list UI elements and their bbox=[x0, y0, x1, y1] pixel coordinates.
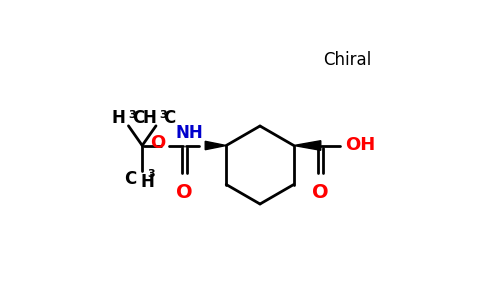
Polygon shape bbox=[294, 141, 321, 150]
Text: C: C bbox=[163, 109, 175, 127]
Text: NH: NH bbox=[176, 124, 204, 142]
Text: Chiral: Chiral bbox=[323, 51, 371, 69]
Text: OH: OH bbox=[345, 136, 375, 154]
Text: O: O bbox=[313, 183, 329, 202]
Text: 3: 3 bbox=[128, 110, 136, 120]
Text: O: O bbox=[176, 183, 193, 202]
Text: H: H bbox=[142, 109, 156, 127]
Text: C: C bbox=[124, 170, 137, 188]
Text: H: H bbox=[140, 173, 154, 191]
Text: H: H bbox=[111, 109, 125, 127]
Text: 3: 3 bbox=[147, 169, 155, 179]
Text: 3: 3 bbox=[159, 110, 167, 120]
Text: C: C bbox=[132, 109, 144, 127]
Text: O: O bbox=[150, 134, 166, 152]
Polygon shape bbox=[205, 141, 226, 150]
